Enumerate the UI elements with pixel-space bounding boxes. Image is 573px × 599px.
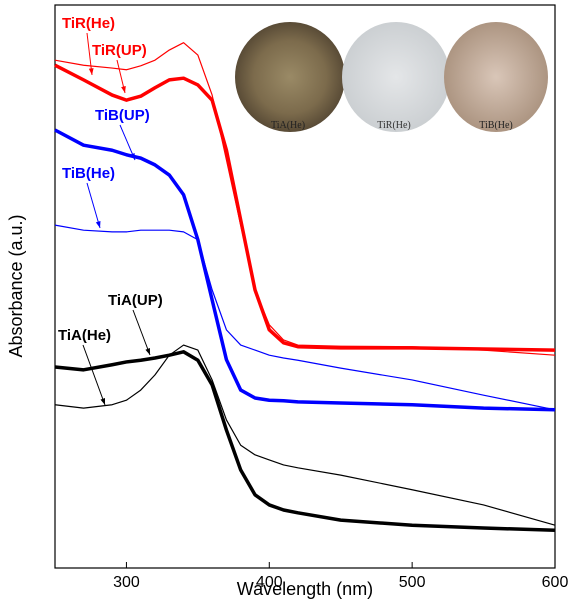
legend-label: TiB(UP): [95, 107, 150, 124]
photo: [444, 22, 548, 132]
legend-label: TiB(He): [62, 165, 115, 182]
x-tick-label: 300: [113, 574, 140, 591]
arrow-head: [89, 68, 94, 75]
arrow-head: [145, 348, 150, 355]
photo: [235, 22, 345, 132]
arrow: [87, 183, 100, 228]
arrow-head: [100, 398, 105, 405]
y-axis-label: Absorbance (a.u.): [6, 214, 26, 357]
x-tick-label: 600: [542, 574, 569, 591]
legend-label: TiA(UP): [108, 292, 163, 309]
photo-label: TiB(He): [479, 120, 513, 131]
series-line: [55, 130, 555, 410]
photo-label: TiA(He): [271, 120, 305, 131]
photo-label: TiR(He): [377, 120, 411, 131]
series-line: [55, 352, 555, 530]
x-tick-label: 400: [256, 574, 283, 591]
x-tick-label: 500: [399, 574, 426, 591]
photo: [342, 22, 450, 132]
arrow: [83, 345, 105, 405]
legend-label: TiR(UP): [92, 42, 147, 59]
arrow: [133, 310, 150, 355]
chart: TiA(He) TiR(He) TiB(He) Wavelength (nm) …: [0, 0, 573, 599]
legend-label: TiA(He): [58, 327, 111, 344]
arrow-head: [121, 86, 126, 93]
photos: TiA(He) TiR(He) TiB(He): [235, 22, 548, 132]
arrow-head: [96, 221, 101, 228]
series-line: [55, 225, 555, 410]
legend-label: TiR(He): [62, 15, 115, 32]
series-line: [55, 345, 555, 525]
